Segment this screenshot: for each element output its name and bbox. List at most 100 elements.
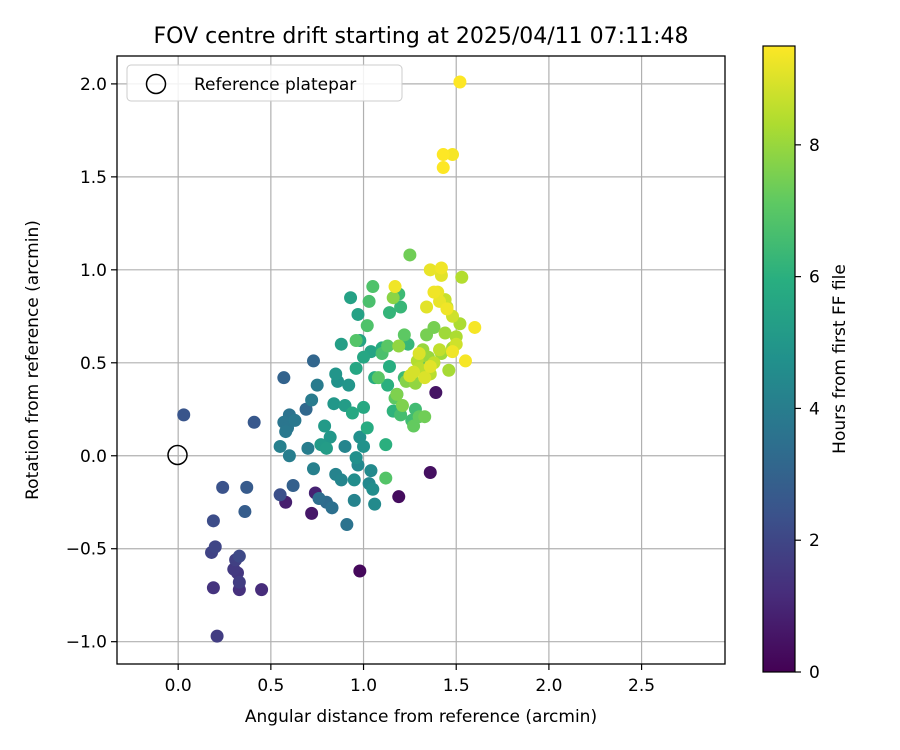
scatter-point [394,300,408,314]
scatter-point [453,75,467,89]
scatter-point [206,581,220,595]
scatter-point [386,291,400,305]
scatter-point [357,350,371,364]
y-tick-label: 1.0 [80,261,107,281]
colorbar-gradient [762,45,796,673]
scatter-point [238,505,252,519]
scatter-point [407,365,421,379]
scatter-point [440,302,454,316]
scatter-point [208,540,222,554]
scatter-point [357,439,371,453]
colorbar-tick-label: 8 [809,136,820,156]
legend-label-reference: Reference platepar [194,75,356,95]
scatter-point [279,425,293,439]
scatter-point [434,261,448,275]
scatter-point [206,514,220,528]
scatter-point [247,415,261,429]
scatter-point [342,378,356,392]
scatter-point [362,294,376,308]
scatter-point [305,506,319,520]
scatter-point [446,148,460,162]
x-tick-label: 0.5 [257,676,284,696]
scatter-point [436,148,450,162]
scatter-point [438,326,452,340]
scatter-point [442,363,456,377]
y-tick-label: −0.5 [66,540,107,560]
scatter-point [232,549,246,563]
x-tick-label: 2.5 [628,676,655,696]
scatter-point [379,438,393,452]
y-tick-label: −1.0 [66,633,107,653]
scatter-point [325,501,339,515]
scatter-point [368,497,382,511]
scatter-point [366,280,380,294]
scatter-point [397,328,411,342]
colorbar-tick-label: 2 [809,531,820,551]
x-axis-label: Angular distance from reference (arcmin) [245,707,597,727]
scatter-point [318,419,332,433]
colorbar: 0 2 4 6 8 Hours from first FF file [762,45,850,683]
scatter-point [340,518,354,532]
scatter-point [381,339,395,353]
legend: Reference platepar [126,64,403,102]
scatter-point [468,320,482,334]
scatter-point [390,387,404,401]
scatter-point [364,464,378,478]
scatter-point [319,441,333,455]
colorbar-tick-label: 6 [809,268,820,288]
scatter-point [349,333,363,347]
legend-marker-reference [145,73,167,95]
scatter-point [338,439,352,453]
scatter-point [423,360,437,374]
scatter-point [345,406,359,420]
scatter-point [327,397,341,411]
data-points [177,75,482,643]
scatter-point [312,492,326,506]
colorbar-tick-label: 0 [809,663,820,683]
scatter-point [423,465,437,479]
scatter-point [420,300,434,314]
scatter-point [418,410,432,424]
scatter-point [232,575,246,589]
x-tick-label: 1.0 [350,676,377,696]
scatter-point [177,408,191,422]
x-tick-label: 1.5 [443,676,470,696]
scatter-point [349,451,363,465]
scatter-point [388,280,402,294]
scatter-point [427,285,441,299]
y-axis-ticks: −1.0 −0.5 0.0 0.5 1.0 1.5 2.0 [66,75,117,653]
scatter-point [334,337,348,351]
chart-title: FOV centre drift starting at 2025/04/11 … [154,24,689,49]
scatter-point [329,367,343,381]
y-tick-label: 1.5 [80,168,107,188]
scatter-point [395,399,409,413]
scatter-point [216,480,230,494]
scatter-point [357,400,371,414]
y-tick-label: 2.0 [80,75,107,95]
colorbar-tick-label: 4 [809,399,820,419]
scatter-point [310,378,324,392]
scatter-point [371,371,385,385]
scatter-point [412,346,426,360]
scatter-point [382,360,396,374]
scatter-point [353,564,367,578]
scatter-point [360,421,374,435]
scatter-point [273,439,287,453]
scatter-point [306,462,320,476]
scatter-point [255,583,269,597]
colorbar-ticks: 0 2 4 6 8 [795,136,820,683]
scatter-point [344,291,358,305]
scatter-point [286,479,300,493]
scatter-point [455,270,469,284]
scatter-point [418,371,432,385]
y-axis-label: Rotation from reference (arcmin) [23,220,43,500]
scatter-point [392,490,406,504]
scatter-point [349,361,363,375]
scatter-point [277,371,291,385]
y-tick-label: 0.5 [80,354,107,374]
scatter-point [240,480,254,494]
scatter-point [273,488,287,502]
scatter-point [323,430,337,444]
scatter-point [446,345,460,359]
